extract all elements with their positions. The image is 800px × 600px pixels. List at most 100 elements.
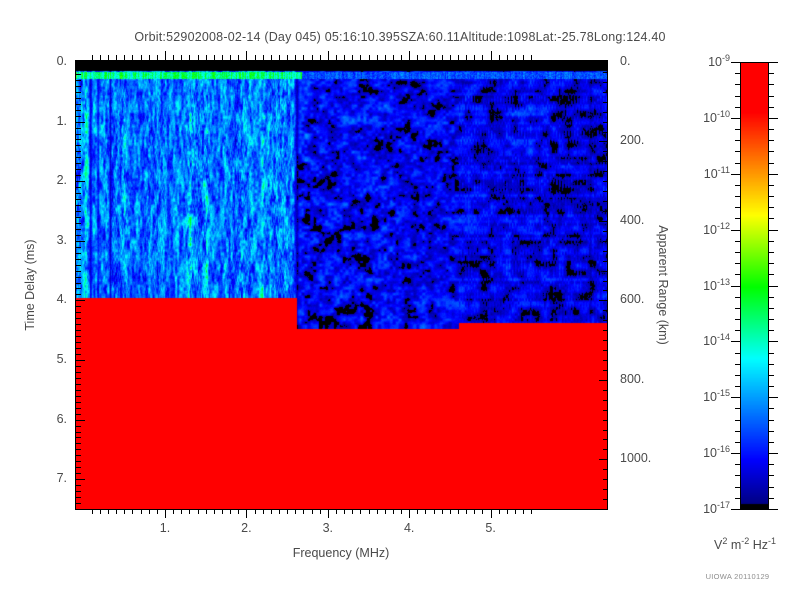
colorbar-tick-minor bbox=[735, 442, 740, 443]
x-tick-minor bbox=[523, 509, 524, 514]
y-tick-minor bbox=[76, 354, 81, 355]
x-tick-minor bbox=[141, 509, 142, 514]
x-tick-top bbox=[409, 51, 410, 60]
colorbar-tick-minor bbox=[769, 431, 774, 432]
colorbar-tick-minor bbox=[735, 330, 740, 331]
y2-tick-minor bbox=[603, 420, 608, 421]
x-tick-minor bbox=[320, 509, 321, 514]
colorbar-tick-minor bbox=[769, 353, 774, 354]
x-tick-top bbox=[303, 55, 304, 60]
colorbar-tick-minor bbox=[769, 308, 774, 309]
colorbar-tick-major bbox=[769, 174, 778, 175]
y-tick-minor bbox=[76, 473, 81, 474]
colorbar bbox=[740, 62, 769, 510]
y2-tick-major bbox=[599, 141, 608, 142]
colorbar-tick-label: 10-11 bbox=[674, 165, 730, 181]
x-tick-minor bbox=[189, 509, 190, 514]
colorbar-tick-minor bbox=[735, 218, 740, 219]
x-tick-top bbox=[499, 55, 500, 60]
x-tick-minor bbox=[92, 509, 93, 514]
x-tick-top bbox=[385, 55, 386, 60]
colorbar-tick-minor bbox=[769, 185, 774, 186]
y2-tick-minor bbox=[603, 241, 608, 242]
y-axis-left-title: Time Delay (ms) bbox=[23, 239, 37, 331]
colorbar-tick-minor bbox=[769, 218, 774, 219]
x-tick-major bbox=[409, 509, 410, 518]
colorbar-tick-major bbox=[731, 174, 740, 175]
x-tick-top bbox=[312, 55, 313, 60]
y-tick-minor bbox=[76, 116, 81, 117]
colorbar-label-exponent: -9 bbox=[721, 53, 730, 63]
x-tick-major bbox=[328, 509, 329, 518]
colorbar-tick-label: 10-12 bbox=[674, 221, 730, 237]
y-tick-minor bbox=[76, 396, 81, 397]
x-tick-minor bbox=[434, 509, 435, 514]
x-tick-minor bbox=[474, 509, 475, 514]
x-tick-minor bbox=[222, 509, 223, 514]
x-tick-minor bbox=[206, 509, 207, 514]
x-tick-minor bbox=[124, 509, 125, 514]
y2-tick-minor bbox=[603, 340, 608, 341]
colorbar-tick-major bbox=[731, 341, 740, 342]
y2-tick-minor bbox=[603, 211, 608, 212]
y-tick-minor bbox=[76, 74, 81, 75]
sza-value: 60.11 bbox=[428, 30, 461, 44]
y-tick-minor bbox=[76, 163, 81, 164]
y-axis-right-title: Apparent Range (km) bbox=[656, 225, 670, 345]
y2-tick-minor bbox=[603, 360, 608, 361]
units-hertz-exponent: -1 bbox=[768, 536, 777, 546]
x-tick-top bbox=[108, 55, 109, 60]
y2-tick-minor bbox=[603, 191, 608, 192]
y-tick-minor bbox=[76, 485, 81, 486]
x-tick-top bbox=[450, 55, 451, 60]
long-value: 124.40 bbox=[626, 30, 666, 44]
y-tick-major bbox=[76, 300, 85, 301]
colorbar-tick-minor bbox=[735, 498, 740, 499]
x-tick-minor bbox=[450, 509, 451, 514]
y-tick-major bbox=[76, 479, 85, 480]
x-axis-title: Frequency (MHz) bbox=[292, 546, 390, 560]
x-tick-minor bbox=[360, 509, 361, 514]
y-tick-label-right: 800. bbox=[620, 371, 645, 386]
y2-tick-minor bbox=[603, 390, 608, 391]
x-tick-top bbox=[189, 55, 190, 60]
y-tick-minor bbox=[76, 366, 81, 367]
y-tick-minor bbox=[76, 80, 81, 81]
y-tick-minor bbox=[76, 277, 81, 278]
colorbar-tick-minor bbox=[769, 241, 774, 242]
x-tick-label: 1. bbox=[159, 521, 171, 535]
y2-tick-minor bbox=[603, 400, 608, 401]
x-tick-minor bbox=[214, 509, 215, 514]
x-tick-top bbox=[466, 55, 467, 60]
colorbar-tick-minor bbox=[735, 107, 740, 108]
y-tick-minor bbox=[76, 372, 81, 373]
axis-frame-bottom bbox=[75, 509, 608, 510]
x-tick-top bbox=[206, 55, 207, 60]
y-tick-minor bbox=[76, 151, 81, 152]
credit-text: UIOWA 20110129 bbox=[705, 572, 770, 581]
y-tick-minor bbox=[76, 318, 81, 319]
x-tick-minor bbox=[255, 509, 256, 514]
y2-tick-minor bbox=[603, 201, 608, 202]
x-tick-minor bbox=[507, 509, 508, 514]
spectrogram-image bbox=[75, 60, 608, 509]
x-tick-major bbox=[491, 509, 492, 518]
colorbar-tick-minor bbox=[769, 375, 774, 376]
y-tick-minor bbox=[76, 384, 81, 385]
x-tick-top bbox=[246, 51, 247, 60]
colorbar-gradient bbox=[740, 62, 769, 510]
colorbar-tick-minor bbox=[735, 163, 740, 164]
colorbar-tick-minor bbox=[735, 263, 740, 264]
y-tick-minor bbox=[76, 432, 81, 433]
colorbar-tick-major bbox=[731, 230, 740, 231]
y-tick-label-right: 0. bbox=[620, 54, 631, 68]
x-tick-top bbox=[442, 55, 443, 60]
y-tick-minor bbox=[76, 443, 81, 444]
colorbar-label-base: 10 bbox=[703, 502, 717, 517]
y-tick-minor bbox=[76, 205, 81, 206]
colorbar-tick-minor bbox=[769, 319, 774, 320]
colorbar-tick-minor bbox=[735, 252, 740, 253]
colorbar-tick-minor bbox=[735, 408, 740, 409]
y2-tick-minor bbox=[603, 161, 608, 162]
